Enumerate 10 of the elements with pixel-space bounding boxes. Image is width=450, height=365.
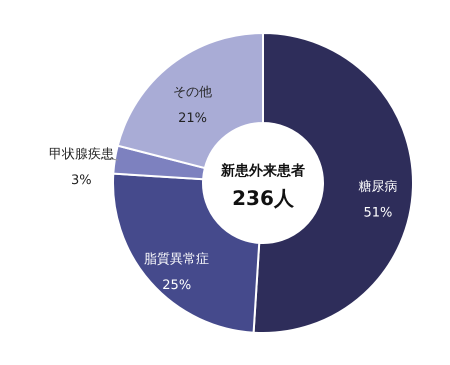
data-label: 25%	[162, 278, 192, 294]
text: 236人	[232, 186, 295, 210]
text: 新患外来患者	[220, 162, 305, 179]
data-label: 21%	[178, 111, 207, 126]
slice-label: 糖尿病	[358, 180, 398, 195]
slice-label: 脂質異常症	[144, 252, 210, 268]
data-label: 51%	[363, 206, 392, 221]
slice-label: 甲状腺疾患	[48, 147, 114, 162]
slice-label: その他	[173, 85, 212, 100]
data-label: 3%	[70, 173, 92, 188]
